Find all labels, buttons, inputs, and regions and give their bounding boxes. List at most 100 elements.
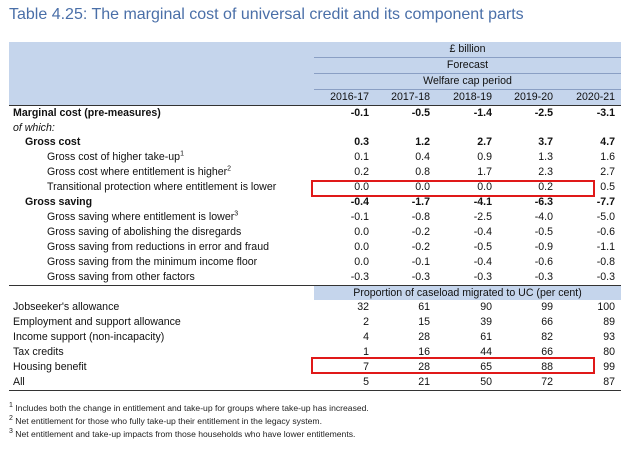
- header-row-unit: £ billion: [9, 42, 622, 58]
- cell-value: -2.5: [534, 106, 553, 119]
- cell-value: 0.0: [415, 181, 430, 194]
- cell-value: [498, 121, 559, 136]
- cell-value: 89: [603, 316, 616, 329]
- unit-label: £ billion: [314, 42, 622, 58]
- cell-value: -0.5: [473, 240, 492, 253]
- cell-value: -0.2: [411, 225, 430, 238]
- table-row: Income support (non-incapacity) 4 28 61 82 93: [9, 330, 621, 345]
- table-row: Transitional protection where entitlemen…: [9, 180, 621, 195]
- year-header: 2016-17: [314, 89, 375, 106]
- header-row-years: 2016-17 2017-18 2018-19 2019-20 2020-21: [9, 89, 622, 106]
- cell-value: 1: [363, 346, 369, 359]
- cell-value: -0.8: [411, 210, 430, 223]
- row-label: All: [9, 374, 314, 391]
- cell-value: 66: [541, 316, 553, 329]
- header-row-welfare-cap: Welfare cap period: [9, 73, 622, 90]
- table-row: Gross cost 0.3 1.2 2.7 3.7 4.7: [9, 135, 621, 150]
- row-label: Gross cost: [25, 136, 81, 149]
- cell-value: -0.3: [350, 270, 369, 283]
- cell-value: 1.2: [415, 136, 430, 149]
- row-label: Income support (non-incapacity): [13, 331, 165, 344]
- cell-value: -0.3: [534, 270, 553, 283]
- cell-value: 2.3: [538, 166, 553, 179]
- cell-value: 99: [603, 361, 616, 374]
- cell-value: 28: [418, 361, 430, 374]
- row-label: Marginal cost (pre-measures): [13, 106, 161, 119]
- cell-value: -0.9: [534, 240, 553, 253]
- cell-value: 99: [541, 301, 553, 314]
- cell-value: 0.4: [415, 151, 430, 164]
- marginal-cost-table: £ billion Forecast Welfare cap period 20…: [9, 42, 622, 391]
- cell-value: -2.5: [473, 210, 492, 223]
- cell-value: -3.1: [596, 106, 616, 119]
- footnote: 2 Net entitlement for those who fully ta…: [9, 415, 322, 427]
- welfare-cap-label: Welfare cap period: [314, 73, 622, 90]
- cell-value: 15: [418, 316, 430, 329]
- cell-value: 65: [480, 361, 492, 374]
- cell-value: 39: [480, 316, 492, 329]
- cell-value: -1.7: [411, 196, 430, 209]
- row-label: Gross cost of higher take-up1: [47, 150, 184, 164]
- row-label: Gross cost where entitlement is higher2: [47, 165, 232, 179]
- cell-value: 80: [603, 346, 616, 359]
- cell-value: 87: [559, 374, 622, 391]
- cell-value: [436, 121, 498, 136]
- row-label: Jobseeker's allowance: [13, 301, 120, 314]
- cell-value: -1.1: [596, 240, 616, 253]
- row-label: Gross saving where entitlement is lower3: [47, 210, 239, 223]
- cell-value: -5.0: [596, 210, 616, 223]
- year-header: 2018-19: [436, 89, 498, 106]
- cell-value: 0.5: [600, 181, 616, 194]
- highlight-transitional-protection: [311, 180, 595, 197]
- row-label: Gross saving from reductions in error an…: [47, 240, 269, 253]
- row-label: Gross saving from other factors: [47, 270, 195, 283]
- cell-value: 21: [375, 374, 436, 391]
- table-row: All 5 21 50 72 87: [9, 374, 622, 391]
- cell-value: -0.2: [411, 240, 430, 253]
- row-label: Gross saving of abolishing the disregard…: [47, 225, 242, 238]
- cell-value: 88: [541, 361, 553, 374]
- caseload-rows: Jobseeker's allowance 32 61 90 99 100 Employme…: [9, 300, 622, 391]
- table-row: Gross saving of abolishing the disregard…: [9, 225, 621, 240]
- cell-value: 0.0: [354, 225, 369, 238]
- cell-value: 0.0: [354, 255, 369, 268]
- cell-value: 90: [480, 301, 492, 314]
- table-title: Table 4.25: The marginal cost of univers…: [9, 6, 524, 23]
- cell-value: 0.9: [477, 151, 492, 164]
- header-row-forecast: Forecast: [9, 57, 622, 74]
- table-row: of which:: [9, 121, 621, 136]
- cell-value: -0.4: [473, 225, 492, 238]
- cell-value: -0.4: [350, 196, 369, 209]
- cell-value: -1.4: [473, 106, 492, 119]
- caseload-heading: Proportion of caseload migrated to UC (p…: [314, 284, 622, 301]
- cell-value: -0.4: [473, 255, 492, 268]
- cell-value: 7: [363, 361, 369, 374]
- row-label: Tax credits: [13, 346, 64, 359]
- cell-value: 0.2: [354, 166, 369, 179]
- table-row: Marginal cost (pre-measures) -0.1 -0.5 -1.4…: [9, 105, 621, 120]
- cell-value: 93: [603, 331, 616, 344]
- cell-value: 16: [418, 346, 430, 359]
- row-label: Gross saving from the minimum income flo…: [47, 255, 258, 268]
- cell-value: -4.0: [534, 210, 553, 223]
- row-label: Transitional protection where entitlemen…: [47, 181, 277, 194]
- cell-value: 0.0: [354, 240, 369, 253]
- cell-value: 100: [597, 301, 616, 314]
- cell-value: 3.7: [538, 136, 553, 149]
- cell-value: 4.7: [600, 136, 616, 149]
- cell-value: -0.3: [473, 270, 492, 283]
- table-row: Tax credits 1 16 44 66 80: [9, 345, 621, 360]
- cell-value: 2.7: [600, 166, 616, 179]
- table-row: Jobseeker's allowance 32 61 90 99 100: [9, 300, 621, 315]
- cell-value: -0.1: [350, 106, 369, 119]
- cell-value: 0.3: [354, 136, 369, 149]
- year-header: 2019-20: [498, 89, 559, 106]
- cell-value: 50: [436, 374, 498, 391]
- footnotes: 1 Includes both the change in entitlemen…: [9, 402, 369, 442]
- cell-value: 0.1: [354, 151, 369, 164]
- cell-value: -0.3: [411, 270, 430, 283]
- cell-value: -0.1: [350, 210, 369, 223]
- forecast-label: Forecast: [314, 57, 622, 74]
- cell-value: -0.6: [596, 225, 616, 238]
- row-label: Housing benefit: [13, 361, 87, 374]
